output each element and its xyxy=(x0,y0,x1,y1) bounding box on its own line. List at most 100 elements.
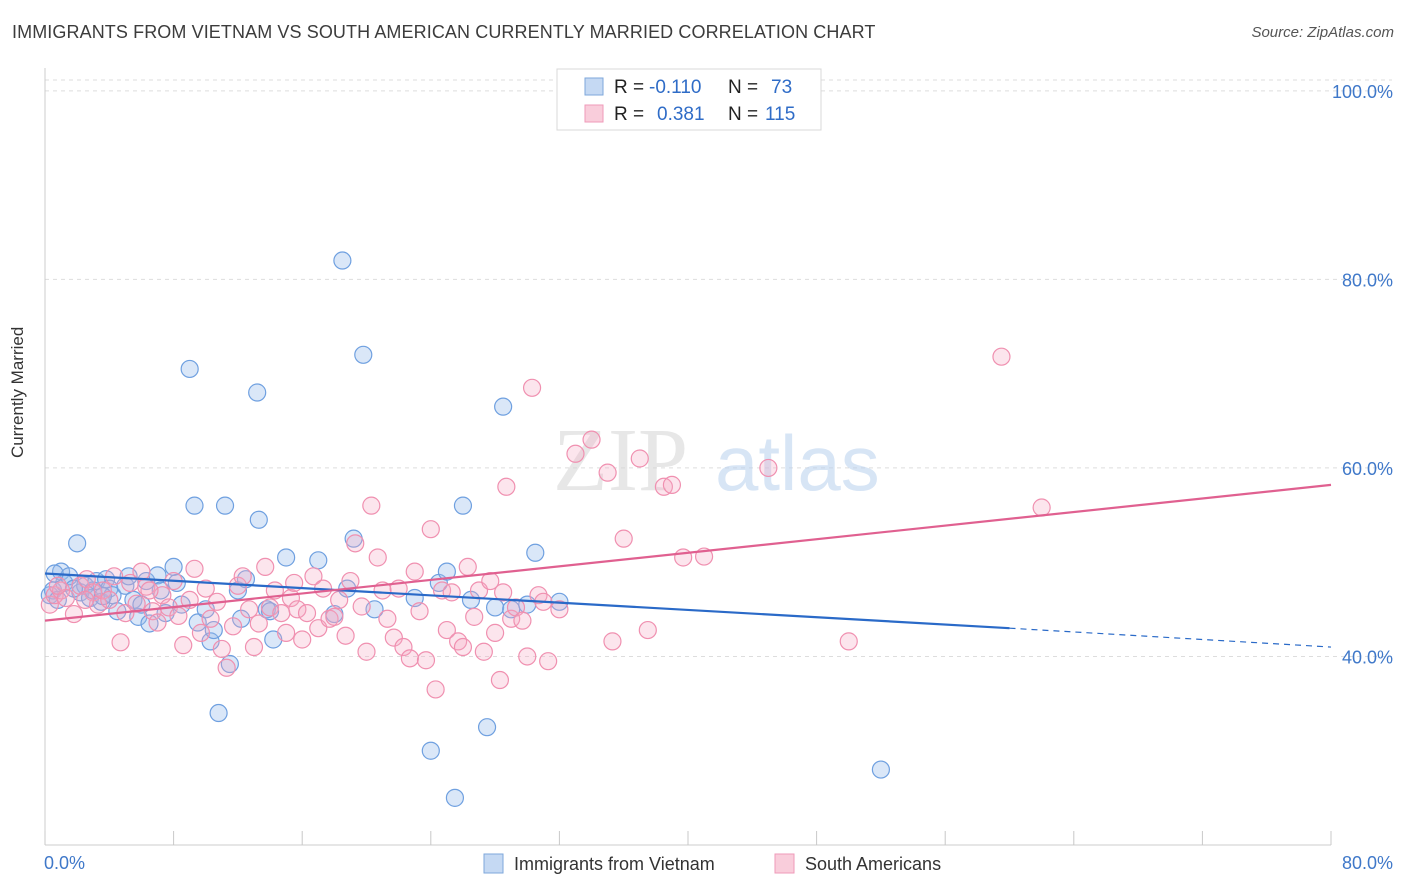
y-tick-label: 100.0% xyxy=(1332,82,1393,102)
point-south-american xyxy=(240,600,259,619)
point-south-american xyxy=(614,529,633,548)
stats-n-value-south-american: 115 xyxy=(765,104,795,125)
point-south-american xyxy=(288,600,307,619)
point-south-american xyxy=(630,449,649,468)
point-south-american xyxy=(513,611,532,630)
point-south-american xyxy=(465,607,484,626)
legend-label-south-american: South Americans xyxy=(805,854,941,874)
point-south-american xyxy=(992,347,1011,366)
point-south-american xyxy=(93,581,112,600)
point-south-american xyxy=(330,590,349,610)
point-south-american xyxy=(598,463,617,482)
point-south-american xyxy=(416,651,436,670)
point-south-american xyxy=(458,557,477,577)
tick-labels: 40.0% 60.0% 80.0% 100.0% 0.0% 80.0% xyxy=(44,82,1393,873)
point-south-american xyxy=(336,626,355,645)
point-south-american xyxy=(378,609,397,628)
point-south-american xyxy=(212,639,231,659)
point-vietnam xyxy=(68,534,87,553)
point-south-american xyxy=(362,496,381,515)
point-vietnam xyxy=(421,741,440,760)
point-south-american xyxy=(244,637,264,657)
point-vietnam xyxy=(185,496,204,515)
point-south-american xyxy=(217,658,236,677)
watermark-atlas: atlas xyxy=(715,419,880,507)
point-south-american xyxy=(223,617,243,636)
point-south-american xyxy=(582,430,601,449)
legend-swatch-south-american xyxy=(774,853,795,874)
point-south-american xyxy=(368,548,387,567)
point-vietnam xyxy=(209,703,228,723)
point-vietnam xyxy=(477,718,497,737)
point-south-american xyxy=(185,559,204,578)
stats-r-label-south-american: R = xyxy=(614,104,644,125)
point-south-american xyxy=(233,567,252,586)
point-south-american xyxy=(410,602,429,621)
point-vietnam xyxy=(333,251,352,270)
point-south-american xyxy=(325,607,344,626)
point-vietnam xyxy=(486,598,505,617)
point-vietnam xyxy=(257,600,276,619)
legend: Immigrants from Vietnam South Americans xyxy=(483,853,941,874)
point-south-american xyxy=(304,567,323,586)
point-south-american xyxy=(603,632,622,651)
stats-r-label-vietnam: R = xyxy=(614,77,644,98)
x-tick-label-min: 0.0% xyxy=(44,853,85,873)
point-south-american xyxy=(490,670,510,690)
chart-source: Source: ZipAtlas.com xyxy=(1251,24,1394,41)
point-south-american xyxy=(260,598,280,617)
chart-title: IMMIGRANTS FROM VIETNAM VS SOUTH AMERICA… xyxy=(12,22,876,42)
point-south-american xyxy=(346,534,365,553)
point-south-american xyxy=(394,637,413,657)
point-south-american xyxy=(174,636,193,655)
point-south-american xyxy=(140,581,159,600)
series-south-american-points xyxy=(40,347,1051,699)
point-south-american xyxy=(127,594,146,613)
point-south-american xyxy=(40,595,59,614)
trend-lines xyxy=(44,483,1332,648)
point-south-american xyxy=(502,609,521,628)
x-tick-label-max: 80.0% xyxy=(1342,853,1393,873)
point-vietnam xyxy=(215,496,235,515)
point-south-american xyxy=(566,444,585,463)
point-south-american xyxy=(522,378,542,397)
point-south-american xyxy=(384,628,403,647)
point-south-american xyxy=(272,603,291,623)
point-south-american xyxy=(48,576,67,595)
point-vietnam xyxy=(871,760,891,779)
point-south-american xyxy=(293,630,312,649)
legend-swatch-vietnam xyxy=(483,853,504,874)
point-south-american xyxy=(76,590,95,610)
point-south-american xyxy=(497,477,516,496)
point-south-american xyxy=(100,590,119,610)
point-south-american xyxy=(64,604,84,624)
point-south-american xyxy=(674,548,693,567)
stats-n-value-vietnam: 73 xyxy=(771,77,792,98)
point-vietnam xyxy=(453,496,473,515)
series-vietnam-points xyxy=(40,251,891,807)
point-vietnam xyxy=(445,788,465,807)
point-south-american xyxy=(297,603,317,623)
point-vietnam xyxy=(167,573,186,593)
point-south-american xyxy=(1032,498,1051,517)
stats-box: R = -0.110 N = 73 R = 0.381 N = 115 xyxy=(556,68,822,131)
point-vietnam xyxy=(526,543,545,562)
point-vietnam xyxy=(437,562,456,581)
stats-n-label-vietnam: N = xyxy=(728,77,758,98)
stats-r-value-south-american: 0.381 xyxy=(657,104,705,125)
point-south-american xyxy=(474,642,493,661)
point-south-american xyxy=(442,583,461,602)
stats-swatch-south-american xyxy=(584,104,604,123)
legend-label-vietnam: Immigrants from Vietnam xyxy=(514,854,715,874)
point-vietnam xyxy=(277,548,296,567)
point-south-american xyxy=(249,614,268,633)
point-south-american xyxy=(352,597,371,616)
trend-line-vietnam-extension xyxy=(1009,627,1332,648)
point-south-american xyxy=(191,623,211,642)
y-tick-label: 80.0% xyxy=(1342,270,1393,290)
stats-n-label-south-american: N = xyxy=(728,104,758,125)
point-vietnam xyxy=(494,397,513,416)
y-tick-label: 40.0% xyxy=(1342,647,1393,667)
stats-swatch-vietnam xyxy=(584,77,604,96)
point-vietnam xyxy=(354,345,373,364)
